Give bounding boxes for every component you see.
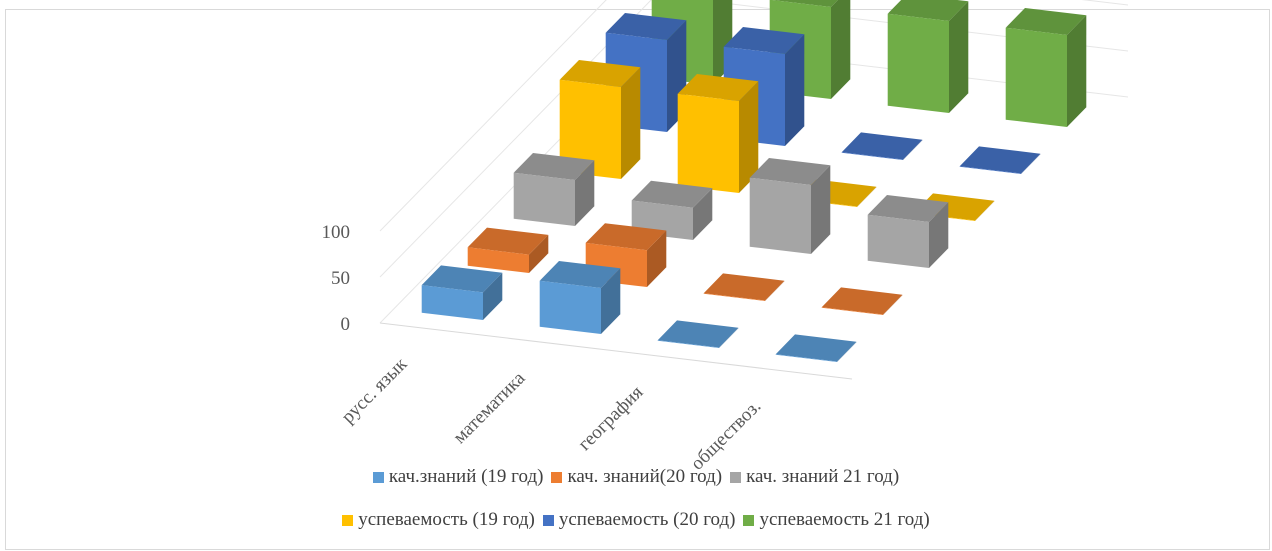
bar-0-1: [539, 280, 601, 334]
legend-swatch: [542, 514, 554, 526]
bar-side: [1021, 153, 1041, 174]
bar-2-2: [749, 177, 811, 254]
bar-top: [631, 180, 713, 208]
bar-top: [959, 146, 1041, 174]
legend-swatch: [730, 471, 742, 483]
bar-side: [903, 139, 923, 160]
bar-top: [703, 273, 785, 301]
bar-1-3: [821, 307, 883, 315]
bar-top: [539, 261, 621, 288]
bar-top: [421, 265, 503, 293]
bar-5-2: [887, 13, 949, 114]
legend-label: кач.знаний (19 год): [388, 466, 544, 487]
bar-3-1: [677, 93, 739, 193]
bar-top: [887, 0, 969, 21]
legend-label: кач. знаний 21 год): [746, 466, 900, 487]
bar-3-0: [559, 79, 621, 179]
legend-item: кач.знаний (19 год): [372, 466, 544, 488]
bar-top: [841, 132, 923, 160]
bar-2-3: [867, 214, 929, 268]
bar-top: [867, 195, 949, 222]
legend-item: кач. знаний(20 год): [551, 466, 722, 488]
x-tick-label: география: [574, 382, 647, 455]
bar-top: [657, 320, 739, 348]
legend-swatch: [342, 514, 354, 526]
bar-0-3: [775, 354, 837, 362]
bar-side: [693, 188, 713, 240]
bar-top: [677, 74, 759, 101]
bar-side: [837, 341, 857, 362]
bar-side: [883, 294, 903, 315]
bar-side: [719, 327, 739, 348]
bar-top: [467, 227, 549, 255]
legend-swatch: [551, 471, 563, 483]
bar-top: [723, 27, 805, 54]
bar-top: [513, 153, 595, 180]
bar-side: [621, 67, 641, 179]
bar-side: [529, 234, 549, 273]
legend-label: успеваемость (20 год): [558, 509, 736, 530]
bar-top: [605, 13, 687, 40]
bar-top: [772, 0, 838, 7]
gridline: [379, 0, 1129, 232]
bar-1-0: [467, 247, 529, 273]
bar-1-2: [703, 293, 765, 301]
legend-item: успеваемость 21 год): [743, 509, 930, 531]
legend-label: успеваемость (19 год): [358, 509, 535, 530]
bar-top: [821, 287, 903, 315]
bar-top: [585, 223, 667, 251]
legend-row-1: кач.знаний (19 год) кач. знаний(20 год) …: [0, 466, 1272, 488]
legend-swatch: [743, 514, 755, 526]
bar-top: [1005, 8, 1087, 35]
bar-side: [575, 160, 595, 226]
legend-swatch: [372, 471, 384, 483]
y-tick-label: 0: [341, 314, 351, 335]
bar-4-3: [959, 166, 1021, 174]
bar-side: [647, 230, 667, 287]
bar-side: [975, 200, 995, 221]
y-tick-label: 100: [322, 222, 351, 243]
bar-2-0: [513, 172, 575, 226]
legend-label: кач. знаний(20 год): [567, 466, 723, 487]
bar-side: [601, 268, 621, 334]
gridline: [379, 0, 1129, 278]
bar-top: [775, 334, 857, 362]
bar-side: [857, 186, 877, 207]
legend-item: успеваемость (20 год): [542, 509, 736, 531]
legend-label: успеваемость 21 год): [759, 509, 930, 530]
bar-side: [1067, 15, 1087, 127]
bar-5-3: [1005, 27, 1067, 128]
x-tick-label: обществоз.: [687, 396, 766, 475]
bar-side: [929, 202, 949, 268]
bar-side: [811, 165, 831, 254]
bar-0-2: [657, 340, 719, 348]
x-tick-label: русс. язык: [338, 353, 412, 427]
legend-item: успеваемость (19 год): [342, 509, 535, 531]
bar-side: [831, 0, 851, 99]
x-tick-label: математика: [449, 367, 529, 447]
bar-top: [559, 60, 641, 87]
bar-4-2: [841, 152, 903, 160]
floor-edge: [379, 322, 853, 380]
bar-side: [739, 81, 759, 193]
bar-side: [483, 272, 503, 320]
bar-side: [785, 34, 805, 146]
legend-row-2: успеваемость (19 год) успеваемость (20 г…: [0, 509, 1272, 531]
bar-top: [749, 158, 831, 185]
bar-side: [765, 280, 785, 301]
y-tick-label: 50: [331, 268, 350, 289]
bar-0-0: [421, 285, 483, 320]
bar-side: [949, 1, 969, 113]
legend-item: кач. знаний 21 год): [730, 466, 899, 488]
